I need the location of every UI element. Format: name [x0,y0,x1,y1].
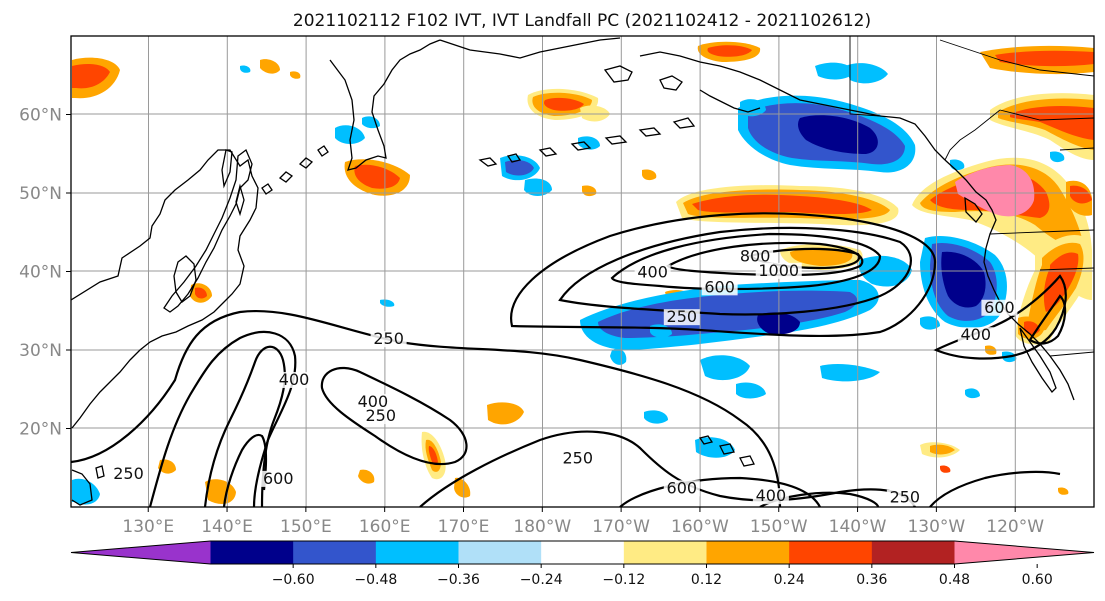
lon-tick-label: 140°E [201,517,253,537]
lat-tick-label: 30°N [19,341,62,361]
map-content: 8001000400600250250400400250600250250600… [71,36,1094,507]
lon-tick-label: 130°W [907,517,965,537]
lon-tick-label: 170°W [592,517,650,537]
lon-tick-label: 160°W [671,517,729,537]
contour-label: 800 [740,247,771,266]
lon-tick-label: 150°E [280,517,332,537]
contour-label-bg [354,393,391,410]
colorbar-tick-label: −0.24 [520,572,563,588]
colorbar-tick-label: −0.36 [437,572,480,588]
colorbar-segment [293,541,377,564]
contour-label: 600 [984,298,1015,317]
colorbar: −0.60 −0.48 −0.36 −0.24 −0.12 0.12 0.24 0.36 0.4… [70,540,1095,588]
contour-label: 600 [263,469,294,488]
colorbar-tick-label: 0.12 [691,572,722,588]
lat-tick-label: 40°N [19,263,62,283]
lon-tick-label: 170°E [438,517,490,537]
colorbar-extend-high [954,541,1094,564]
contour-label-bg [981,299,1018,316]
colorbar-tick-label: −0.48 [354,572,397,588]
contour-label: 250 [890,488,921,507]
contour-label: 250 [562,448,593,467]
lon-tick-label: 140°W [829,517,887,537]
contour-label-bg [663,309,700,326]
contour-label-bg [755,262,802,279]
lon-tick-label: 130°E [122,517,174,537]
shading-negative [72,62,1065,505]
political-borders [849,36,1094,357]
contour-label: 600 [704,277,735,296]
contour-label: 250 [667,307,698,326]
contour-label: 400 [279,370,310,389]
lat-tick-label: 60°N [19,106,62,126]
lon-tick-label: 120°W [986,517,1044,537]
contour-label: 400 [637,262,668,281]
colorbar-segment [789,541,873,564]
contour-label-bg [110,466,147,483]
longitude-ticks: 130°E 140°E 150°E 160°E 170°E 180°W 170°W 160°W… [122,507,1044,537]
colorbar-tick-label: 0.24 [774,572,805,588]
contour-label: 250 [113,464,144,483]
contour-label-bg [737,248,774,265]
contour-label: 250 [373,329,404,348]
lon-tick-label: 180°W [513,517,571,537]
colorbar-segment [375,541,459,564]
colorbar-outline [70,540,1095,565]
contour-label-bg [370,331,407,348]
contour-label-bg [362,408,399,425]
lon-tick-label: 150°W [750,517,808,537]
lon-tick-label: 160°E [359,517,411,537]
latitude-ticks: 60°N 50°N 40°N 30°N 20°N [19,106,71,440]
contour-label-bg [886,489,923,506]
contour-label-bg [701,279,738,296]
colorbar-extend-low [71,541,211,564]
contour-label-bg [957,327,994,344]
contour-labels: 8001000400600250250400400250600250250600… [110,247,1018,507]
map-title: 2021102112 F102 IVT, IVT Landfall PC (20… [293,11,871,31]
contour-label-bg [559,450,596,467]
contour-label: 400 [756,486,787,505]
contour-label: 1000 [758,261,799,280]
colorbar-segment [871,541,955,564]
colorbar-tick-label: 0.48 [939,572,970,588]
colorbar-segment [623,541,707,564]
colorbar-segment [458,541,542,564]
colorbar-segment [541,541,625,564]
colorbar-tick-label: 0.60 [1022,572,1053,588]
contour-label: 400 [358,392,389,411]
coastlines [71,37,1075,506]
lat-tick-label: 50°N [19,184,62,204]
contour-label: 250 [365,406,396,425]
contour-label-bg [276,371,313,388]
contour-label: 600 [667,478,698,497]
contour-label-bg [663,480,700,497]
contour-label-bg [634,264,671,281]
lat-tick-label: 20°N [19,420,62,440]
contour-label-bg [260,470,297,487]
contour-label-bg [752,488,789,505]
contour-label: 400 [961,325,992,344]
colorbar-segment [706,541,790,564]
colorbar-tick-label: 0.36 [856,572,887,588]
colorbar-tick-label: −0.60 [272,572,315,588]
colorbar-tick-label: −0.12 [602,572,645,588]
graticule [71,36,1094,507]
colorbar-segment [210,541,294,564]
